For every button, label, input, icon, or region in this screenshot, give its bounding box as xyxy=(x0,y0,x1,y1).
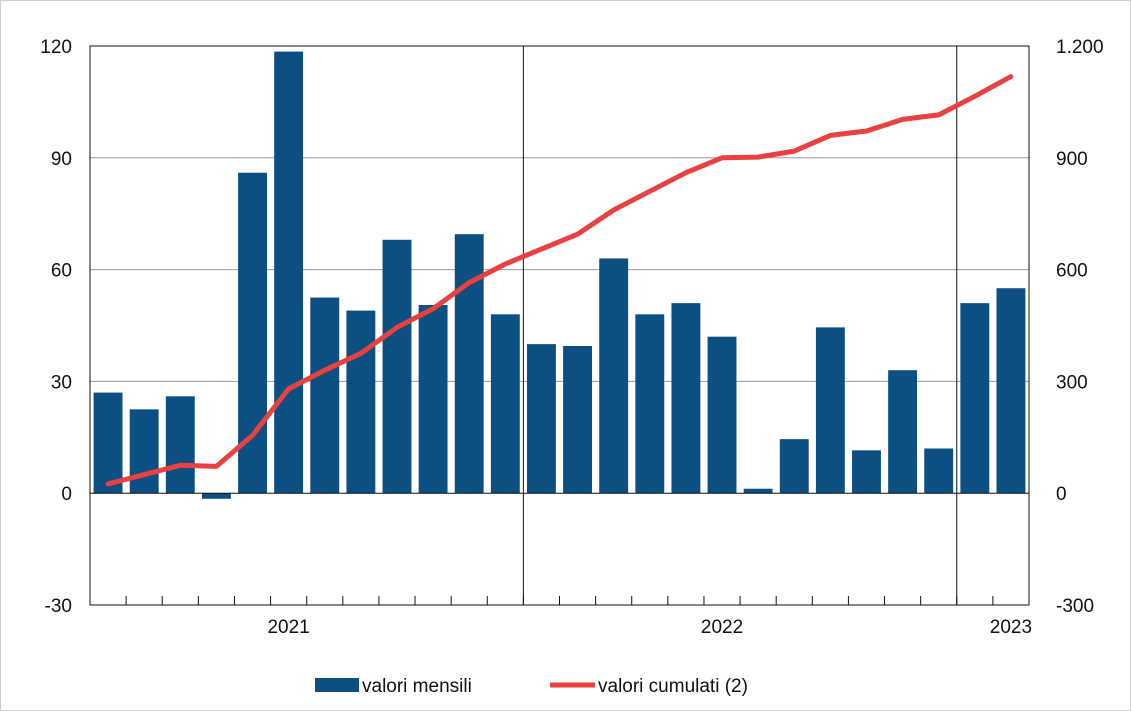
legend-swatch-bars xyxy=(315,678,359,692)
bar-2022-06 xyxy=(924,448,954,494)
y-left-tick-label: -30 xyxy=(45,596,72,617)
y-right-tick-label: 600 xyxy=(1056,261,1088,282)
x-year-label: 2021 xyxy=(267,617,309,638)
bar-2021-07 xyxy=(526,344,556,494)
y-right-tick-label: 900 xyxy=(1056,149,1088,170)
y-left-tick-label: 120 xyxy=(40,37,72,58)
bar-2020-08 xyxy=(129,409,159,494)
bar-2021-08 xyxy=(563,345,593,494)
bar-2022-07 xyxy=(960,303,990,494)
legend-label-line: valori cumulati (2) xyxy=(598,676,748,697)
bar-2022-02 xyxy=(779,439,809,494)
cumulative-line xyxy=(105,74,1014,487)
bar-2022-05 xyxy=(888,370,918,494)
x-axis-year-labels: 2021 2022 2023 xyxy=(267,617,1032,638)
bar-2021-06 xyxy=(490,314,520,494)
gridlines xyxy=(90,157,1029,382)
legend-label-bars: valori mensili xyxy=(362,676,472,697)
y-axis-right-labels: -300 0 300 600 900 1.200 xyxy=(1056,37,1104,617)
bar-2021-02 xyxy=(346,310,376,494)
bar-2020-11 xyxy=(238,172,267,494)
bar-2021-09 xyxy=(599,258,629,494)
y-right-tick-label: 300 xyxy=(1056,372,1088,393)
bar-2020-09 xyxy=(165,396,195,494)
bar-2020-07 xyxy=(93,392,123,494)
y-axis-left-labels: -30 0 30 60 90 120 xyxy=(40,37,72,617)
year-separators xyxy=(522,46,958,605)
bar-series xyxy=(93,51,1026,499)
bar-2022-04 xyxy=(852,450,881,494)
bar-2022-01 xyxy=(743,488,773,494)
bar-2021-05 xyxy=(454,234,484,494)
bar-2021-01 xyxy=(310,297,340,494)
bar-2021-11 xyxy=(671,303,701,494)
bar-2020-12 xyxy=(274,51,304,494)
x-year-label: 2023 xyxy=(990,617,1032,638)
bar-2022-03 xyxy=(815,327,845,494)
y-right-tick-label: 0 xyxy=(1056,484,1067,505)
bar-2021-12 xyxy=(707,336,737,494)
y-left-tick-label: 0 xyxy=(61,484,72,505)
legend: valori mensili valori cumulati (2) xyxy=(315,676,748,697)
y-right-tick-label: -300 xyxy=(1056,596,1094,617)
x-year-label: 2022 xyxy=(701,617,743,638)
y-right-tick-label: 1.200 xyxy=(1056,37,1104,58)
y-left-tick-label: 90 xyxy=(51,149,72,170)
line-series xyxy=(105,74,1014,487)
bar-2021-03 xyxy=(382,239,412,494)
y-left-tick-label: 60 xyxy=(51,261,72,282)
x-axis-ticks xyxy=(125,596,994,605)
bar-2020-10 xyxy=(201,493,231,499)
bar-2021-10 xyxy=(635,314,665,494)
plot-border xyxy=(89,45,1030,606)
y-left-tick-label: 30 xyxy=(51,372,72,393)
bar-2022-08 xyxy=(996,288,1026,494)
bar-2021-04 xyxy=(418,305,448,494)
